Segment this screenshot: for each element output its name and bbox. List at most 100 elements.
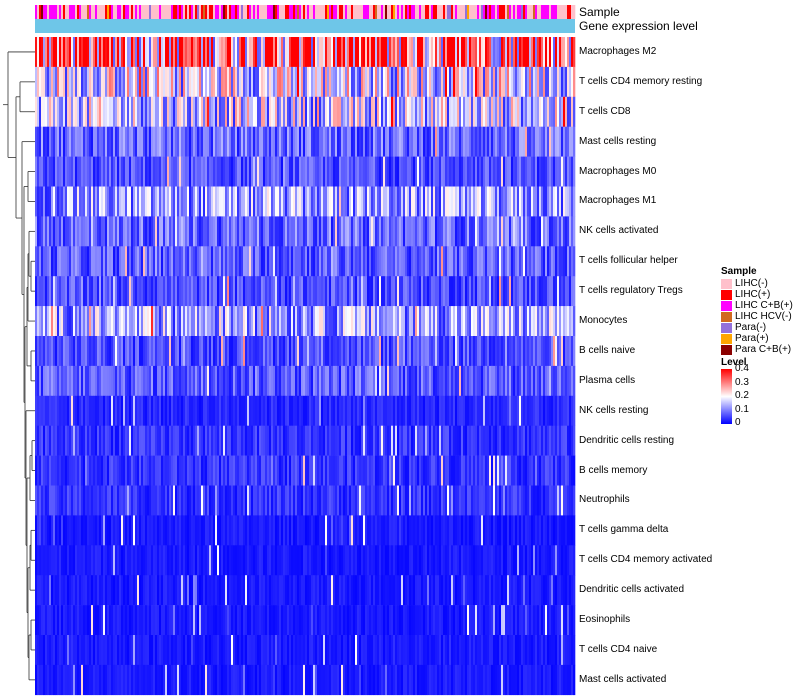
heatmap-cell xyxy=(167,276,170,307)
heatmap-cell xyxy=(35,37,38,68)
heatmap-cell xyxy=(375,515,378,546)
heatmap-cell xyxy=(449,455,452,486)
heatmap-cell xyxy=(367,336,370,367)
heatmap-cell xyxy=(407,66,410,98)
heatmap-cell xyxy=(211,365,214,397)
heatmap-cell xyxy=(249,365,252,397)
heatmap-cell xyxy=(535,96,538,127)
heatmap-cell xyxy=(119,156,122,187)
heatmap-cell xyxy=(311,365,314,397)
heatmap-cell xyxy=(219,156,222,187)
heatmap-cell xyxy=(243,96,246,127)
heatmap-cell xyxy=(97,425,100,456)
heatmap-cell xyxy=(45,336,48,367)
heatmap-cell xyxy=(51,545,54,576)
heatmap-cell xyxy=(123,395,126,426)
heatmap-cell xyxy=(125,186,128,217)
heatmap-cell xyxy=(185,96,188,127)
heatmap-cell xyxy=(431,126,434,157)
heatmap-cell xyxy=(405,37,408,68)
heatmap-cell xyxy=(157,96,160,127)
heatmap-cell xyxy=(61,126,64,157)
heatmap-cell xyxy=(333,395,336,426)
heatmap-cell xyxy=(379,455,382,486)
heatmap-cell xyxy=(541,485,544,516)
sample-annotation-cell xyxy=(325,5,328,19)
heatmap-cell xyxy=(287,365,290,397)
heatmap-cell xyxy=(263,455,266,486)
heatmap-cell xyxy=(101,276,104,307)
heatmap-cell xyxy=(339,276,342,307)
heatmap-cell xyxy=(515,455,518,486)
heatmap-cell xyxy=(87,216,90,247)
heatmap-cell xyxy=(343,96,346,127)
heatmap-cell xyxy=(129,395,132,426)
heatmap-cell xyxy=(97,96,100,127)
sample-annotation-cell xyxy=(435,5,438,19)
heatmap-cell xyxy=(525,216,528,247)
heatmap-cell xyxy=(363,96,366,127)
heatmap-cell xyxy=(167,455,170,486)
heatmap-cell xyxy=(65,37,68,68)
heatmap-cell xyxy=(207,306,210,337)
heatmap-cell xyxy=(465,216,468,247)
heatmap-cell xyxy=(351,276,354,307)
heatmap-cell xyxy=(389,246,392,277)
heatmap-cell xyxy=(79,216,82,247)
heatmap-cell xyxy=(137,455,140,486)
heatmap-cell xyxy=(513,126,516,157)
heatmap-cell xyxy=(179,336,182,367)
heatmap-cell xyxy=(135,485,138,516)
heatmap-cell xyxy=(393,276,396,307)
heatmap-cell xyxy=(567,156,570,187)
heatmap-cell xyxy=(419,126,422,157)
heatmap-cell xyxy=(551,66,554,98)
heatmap-cell xyxy=(341,96,344,127)
sample-annotation-cell xyxy=(381,5,384,19)
heatmap-cell xyxy=(261,246,264,277)
heatmap-cell xyxy=(377,485,380,516)
heatmap-cell xyxy=(73,246,76,277)
heatmap-cell xyxy=(411,186,414,217)
heatmap-cell xyxy=(401,156,404,187)
heatmap-cell xyxy=(223,96,226,127)
heatmap-cell xyxy=(69,485,72,516)
heatmap-cell xyxy=(517,96,520,127)
heatmap-cell xyxy=(193,96,196,127)
heatmap-cell xyxy=(39,336,42,367)
heatmap-cell xyxy=(63,276,66,307)
heatmap-cell xyxy=(357,455,360,486)
heatmap-cell xyxy=(273,37,276,68)
heatmap-cell xyxy=(89,365,92,397)
heatmap-cell xyxy=(129,126,132,157)
heatmap-cell xyxy=(175,515,178,546)
heatmap-cell xyxy=(391,365,394,397)
heatmap-cell xyxy=(305,276,308,307)
heatmap-cell xyxy=(93,246,96,277)
heatmap-cell xyxy=(535,276,538,307)
heatmap-cell xyxy=(413,485,416,516)
heatmap-cell xyxy=(455,66,458,98)
heatmap-cell xyxy=(427,336,430,367)
heatmap-cell xyxy=(105,336,108,367)
heatmap-cell xyxy=(537,455,540,486)
heatmap-cell xyxy=(349,66,352,98)
heatmap-cell xyxy=(189,336,192,367)
heatmap-cell xyxy=(215,156,218,187)
heatmap-cell xyxy=(147,216,150,247)
heatmap-cell xyxy=(569,156,572,187)
heatmap-cell xyxy=(323,515,326,546)
heatmap-cell xyxy=(217,186,220,217)
heatmap-cell xyxy=(389,395,392,426)
heatmap-cell xyxy=(569,336,572,367)
heatmap-cell xyxy=(521,306,524,337)
heatmap-cell xyxy=(125,395,128,426)
heatmap-cell xyxy=(321,246,324,277)
heatmap-cell xyxy=(257,306,260,337)
heatmap-cell xyxy=(257,395,260,426)
heatmap-cell xyxy=(357,336,360,367)
heatmap-cell xyxy=(229,216,232,247)
heatmap-cell xyxy=(203,216,206,247)
heatmap-cell xyxy=(441,425,444,456)
heatmap-cell xyxy=(225,365,228,397)
